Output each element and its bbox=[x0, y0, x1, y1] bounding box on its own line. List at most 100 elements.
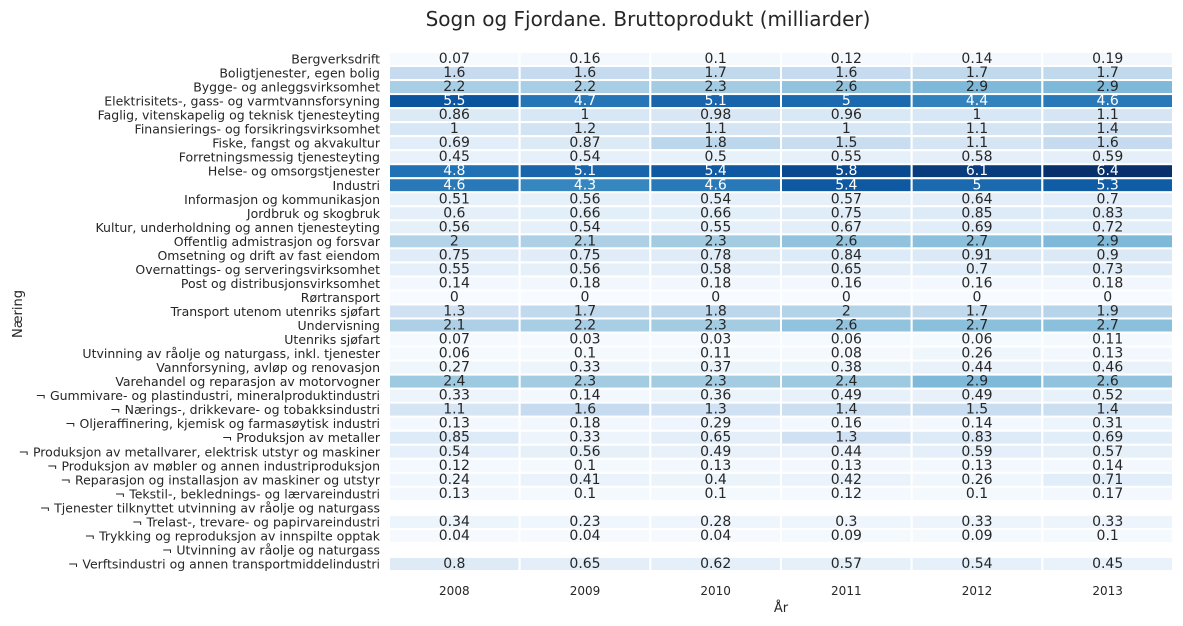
cell-value-label: 0.13 bbox=[831, 458, 862, 474]
cell-value-label: 2.9 bbox=[1097, 79, 1119, 95]
cell-value-label: 2.3 bbox=[705, 79, 727, 95]
cell-value-label: 1.4 bbox=[835, 402, 857, 418]
cell-value-label: 4.6 bbox=[443, 177, 465, 193]
cell-value-label: 5.4 bbox=[835, 177, 857, 193]
cell-value-label: 0.29 bbox=[700, 416, 731, 432]
cell-value-label: 1.9 bbox=[1097, 304, 1119, 320]
cell-value-label: 5.1 bbox=[574, 163, 596, 179]
cell-value-label: 0.78 bbox=[700, 247, 731, 263]
row-label: ¬ Oljeraffinering, kjemisk og farmasøyti… bbox=[65, 416, 380, 431]
cell-value-label: 0.56 bbox=[569, 261, 600, 277]
cell-value-label: 0.54 bbox=[569, 149, 600, 165]
heatmap-row: Omsetning og drift av fast eiendom 0.75 0.… bbox=[157, 247, 1175, 264]
heatmap-row: Bygge- og anleggsvirksomhet 2.2 2.2 2.3 2.6 2… bbox=[193, 79, 1175, 96]
cell-value-label: 0.75 bbox=[831, 205, 862, 221]
row-label: Boligtjenester, egen bolig bbox=[219, 66, 380, 81]
cell-value-label: 4.6 bbox=[1097, 93, 1119, 109]
cell-value-label: 0.18 bbox=[1092, 275, 1123, 291]
cell-value-label: 0.52 bbox=[1092, 388, 1123, 404]
cell-value-label: 0.16 bbox=[831, 416, 862, 432]
cell-value-label: 2.3 bbox=[574, 374, 596, 390]
cell-value-label: 0.34 bbox=[439, 514, 470, 530]
cell-value-label: 2.2 bbox=[574, 318, 596, 334]
cell-value-label: 0.16 bbox=[961, 275, 992, 291]
cell-value-label: 1.6 bbox=[1097, 135, 1119, 151]
cell-value-label: 0.49 bbox=[961, 388, 992, 404]
cell-value-label: 0.33 bbox=[569, 360, 600, 376]
cell-value-label: 0.65 bbox=[831, 261, 862, 277]
heatmap-row: Bergverksdrift 0.07 0.16 0.1 0.12 0.14 0.19 bbox=[291, 51, 1175, 68]
row-label: Fiske, fangst og akvakultur bbox=[212, 136, 381, 151]
cell-value-label: 2.6 bbox=[835, 318, 857, 334]
cell-value-label: 0.46 bbox=[1092, 360, 1123, 376]
heatmap-row: Rørtransport 0 0 0 0 0 0 bbox=[301, 289, 1175, 306]
row-label: Rørtransport bbox=[301, 290, 380, 305]
cell-value-label: 2.2 bbox=[574, 79, 596, 95]
cell-value-label: 2.4 bbox=[443, 374, 465, 390]
cell-value-label: 0.7 bbox=[966, 261, 988, 277]
heatmap-row: Vannforsyning, avløp og renovasjon 0.27 0.… bbox=[156, 359, 1175, 376]
cell-value-label: 0.96 bbox=[831, 107, 862, 123]
row-label: Overnattings- og serveringsvirksomhet bbox=[135, 262, 380, 277]
row-label: ¬ Trelast-, trevare- og papirvareindustr… bbox=[132, 514, 380, 529]
cell-value-label: 0.54 bbox=[700, 191, 731, 207]
cell-value-label: 0.07 bbox=[439, 51, 470, 67]
row-label: Forretningsmessig tjenesteyting bbox=[179, 150, 380, 165]
cell-value-label: 0.56 bbox=[569, 191, 600, 207]
cell-value-label: 0.44 bbox=[961, 360, 992, 376]
heatmap-cell bbox=[1041, 555, 1175, 572]
cell-value-label: 0.7 bbox=[1097, 191, 1119, 207]
cell-value-label: 1 bbox=[581, 107, 590, 123]
cell-value-label: 5.8 bbox=[835, 163, 857, 179]
row-label: ¬ Tjenester tilknyttet utvinning av råol… bbox=[40, 500, 380, 515]
heatmap-rows: Bergverksdrift 0.07 0.16 0.1 0.12 0.14 0.19Bol… bbox=[19, 51, 1175, 572]
heatmap-row: ¬ Trelast-, trevare- og papirvareindustr… bbox=[132, 513, 1175, 530]
cell-value-label: 2 bbox=[842, 304, 851, 320]
cell-value-label: 1.1 bbox=[443, 402, 465, 418]
row-label: Informasjon og kommunikasjon bbox=[184, 192, 380, 207]
heatmap-row: ¬ Produksjon av metallvarer, elektrisk u… bbox=[19, 443, 1175, 460]
cell-value-label: 2.6 bbox=[1097, 374, 1119, 390]
cell-value-label: 4.8 bbox=[443, 163, 465, 179]
cell-value-label: 0.37 bbox=[700, 360, 731, 376]
cell-value-label: 0.54 bbox=[439, 444, 470, 460]
cell-value-label: 0.11 bbox=[1092, 332, 1123, 348]
cell-value-label: 1.1 bbox=[1097, 107, 1119, 123]
cell-value-label: 0.54 bbox=[569, 219, 600, 235]
cell-value-label: 1.7 bbox=[705, 65, 727, 81]
cell-value-label: 0.23 bbox=[569, 514, 600, 530]
cell-value-label: 0.54 bbox=[961, 556, 992, 572]
cell-value-label: 0.62 bbox=[700, 556, 731, 572]
cell-value-label: 0.14 bbox=[961, 51, 992, 67]
cell-value-label: 1.7 bbox=[966, 65, 988, 81]
cell-value-label: 0.9 bbox=[1097, 247, 1119, 263]
cell-value-label: 2.1 bbox=[574, 233, 596, 249]
cell-value-label: 1.5 bbox=[835, 135, 857, 151]
cell-value-label: 4.7 bbox=[574, 93, 596, 109]
row-label: ¬ Tekstil-, beklednings- og lærvareindus… bbox=[115, 486, 380, 501]
row-label: Post og distribusjonsvirksomhet bbox=[181, 276, 380, 291]
heatmap-row: Boligtjenester, egen bolig 1.6 1.6 1.7 1.6 1.… bbox=[219, 65, 1175, 82]
cell-value-label: 0.59 bbox=[961, 444, 992, 460]
row-label: Utenriks sjøfart bbox=[284, 332, 380, 347]
cell-value-label: 1.1 bbox=[705, 121, 727, 137]
heatmap-row: Utvinning av råolje og naturgass, inkl. … bbox=[82, 345, 1175, 362]
heatmap-row: ¬ Produksjon av møbler og annen industri… bbox=[47, 457, 1175, 474]
cell-value-label: 0.26 bbox=[961, 346, 992, 362]
cell-value-label: 0.75 bbox=[439, 247, 470, 263]
cell-value-label: 0.8 bbox=[443, 556, 465, 572]
cell-value-label: 0.6 bbox=[443, 205, 465, 221]
cell-value-label: 0.16 bbox=[831, 275, 862, 291]
row-label: ¬ Verftsindustri og annen transportmidde… bbox=[68, 556, 380, 571]
row-label: Elektrisitets-, gass- og varmtvannsforsy… bbox=[104, 94, 380, 109]
row-label: Offentlig admistrasjon og forsvar bbox=[174, 234, 381, 249]
cell-value-label: 0.19 bbox=[1092, 51, 1123, 67]
cell-value-label: 0.58 bbox=[700, 261, 731, 277]
heatmap-row: Industri 4.6 4.3 4.6 5.4 5 5.3 bbox=[333, 177, 1175, 194]
cell-value-label: 2.6 bbox=[835, 79, 857, 95]
column-label: 2009 bbox=[570, 584, 601, 598]
cell-value-label: 1.6 bbox=[443, 65, 465, 81]
cell-value-label: 0.04 bbox=[439, 528, 470, 544]
cell-value-label: 0.1 bbox=[574, 486, 596, 502]
